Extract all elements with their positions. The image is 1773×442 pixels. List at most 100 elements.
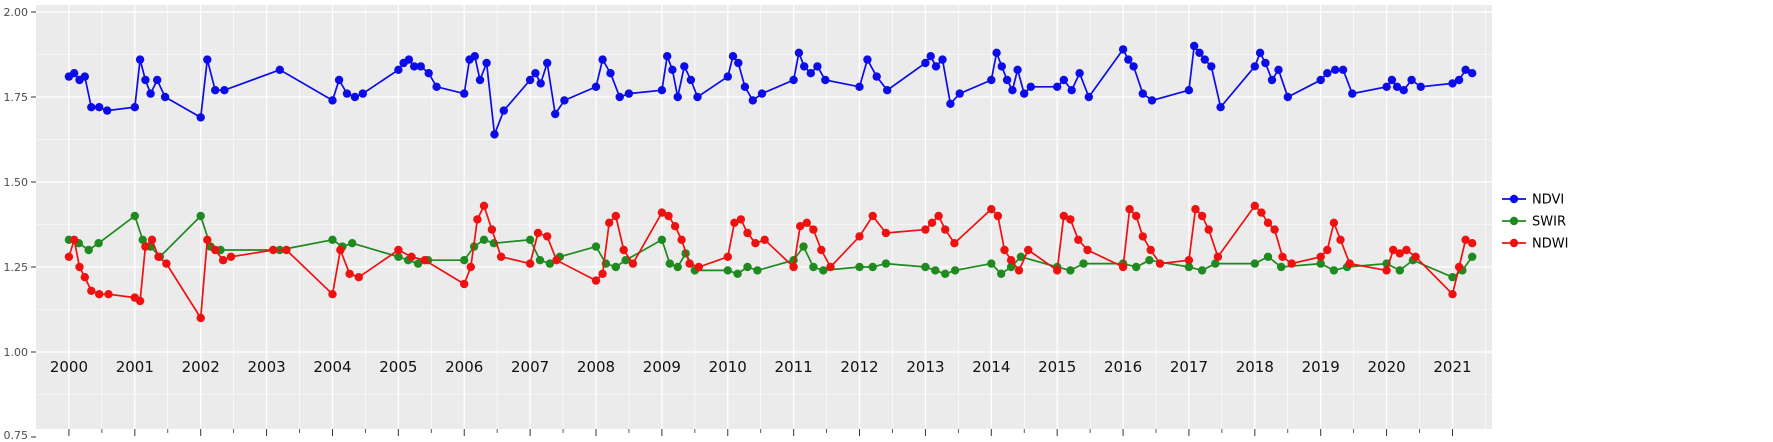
data-point-NDVI: [1261, 58, 1270, 68]
data-point-NDVI: [1468, 69, 1477, 78]
data-point-NDWI: [789, 262, 798, 272]
data-point-NDWI: [345, 269, 354, 278]
data-point-NDWI: [394, 245, 403, 255]
data-point-NDWI: [605, 218, 614, 227]
data-point-NDWI: [1066, 215, 1075, 224]
data-point-NDWI: [1316, 252, 1325, 261]
data-point-SWIR: [1197, 266, 1207, 275]
data-point-NDVI: [748, 96, 757, 105]
data-point-NDWI: [1125, 205, 1134, 214]
data-point-NDVI: [211, 86, 220, 95]
data-point-NDWI: [723, 252, 732, 261]
data-point-NDVI: [883, 86, 892, 95]
data-point-SWIR: [1277, 262, 1286, 272]
data-point-NDWI: [1345, 259, 1354, 268]
data-point-NDWI: [1329, 218, 1339, 227]
data-point-NDVI: [1348, 89, 1357, 98]
data-point-NDVI: [668, 65, 677, 75]
data-point-NDVI: [203, 55, 212, 64]
x-tick-label: 2017: [1170, 358, 1208, 376]
data-point-NDVI: [1338, 65, 1348, 75]
data-point-NDWI: [802, 218, 811, 227]
data-point-NDVI: [663, 52, 672, 61]
data-point-SWIR: [535, 256, 545, 265]
data-point-NDVI: [490, 130, 499, 139]
data-point-NDVI: [757, 89, 767, 98]
data-point-NDVI: [1084, 92, 1094, 102]
y-tick-label: 1.75: [4, 91, 29, 104]
data-point-SWIR: [1448, 273, 1457, 282]
data-point-NDWI: [694, 262, 703, 272]
x-tick-label: 2020: [1367, 358, 1405, 376]
data-point-NDWI: [407, 252, 416, 261]
data-point-SWIR: [819, 266, 828, 275]
data-point-NDVI: [482, 58, 491, 68]
data-point-NDWI: [460, 279, 469, 289]
data-point-NDVI: [334, 75, 344, 85]
data-point-NDVI: [342, 89, 352, 98]
data-point-NDWI: [685, 259, 694, 268]
data-point-NDVI: [160, 92, 170, 102]
data-point-NDWI: [203, 235, 212, 244]
data-point-NDVI: [1019, 89, 1029, 98]
data-point-NDVI: [740, 82, 750, 92]
data-point-SWIR: [1250, 259, 1260, 268]
data-point-NDVI: [103, 106, 112, 115]
data-point-NDWI: [1395, 249, 1405, 258]
data-point-NDWI: [70, 235, 79, 244]
data-point-NDVI: [1008, 86, 1017, 95]
data-point-NDVI: [1448, 79, 1457, 88]
data-point-NDVI: [470, 52, 479, 61]
data-point-NDVI: [153, 75, 162, 85]
data-point-NDVI: [987, 75, 996, 85]
data-point-SWIR: [348, 239, 357, 248]
data-point-NDVI: [1118, 45, 1128, 54]
x-tick-label: 2003: [247, 358, 285, 376]
data-point-SWIR: [545, 259, 555, 268]
data-point-NDVI: [416, 62, 425, 71]
data-point-NDVI: [1267, 75, 1277, 85]
x-tick-label: 2011: [775, 358, 813, 376]
data-point-NDWI: [473, 215, 482, 224]
data-point-NDWI: [987, 205, 996, 214]
legend-glyph-point: [1509, 194, 1519, 204]
data-point-NDVI: [95, 103, 104, 112]
x-tick-label: 2018: [1236, 358, 1274, 376]
data-point-NDVI: [1129, 62, 1138, 71]
data-point-NDWI: [1323, 245, 1332, 255]
data-point-NDVI: [1059, 75, 1069, 85]
data-point-NDVI: [591, 82, 601, 92]
data-point-NDVI: [855, 82, 864, 92]
data-point-NDVI: [328, 96, 337, 105]
data-point-SWIR: [1329, 266, 1339, 275]
data-point-NDWI: [881, 228, 891, 238]
data-point-SWIR: [868, 262, 877, 272]
data-point-NDWI: [154, 252, 163, 261]
data-point-NDVI: [800, 62, 809, 71]
data-point-SWIR: [94, 239, 103, 248]
legend-glyph-point: [1509, 216, 1519, 226]
x-tick-label: 2021: [1433, 358, 1471, 376]
data-point-NDWI: [598, 269, 607, 278]
data-point-NDWI: [336, 245, 345, 255]
data-point-SWIR: [855, 262, 864, 272]
data-point-NDVI: [1392, 82, 1402, 92]
axes: 2.00 1.75 1.50 1.25 1.00 0.75 2000 2001 2002 2003…: [4, 6, 1472, 442]
data-point-NDWI: [533, 228, 543, 238]
data-point-NDVI: [1250, 62, 1260, 71]
data-point-NDVI: [531, 69, 540, 78]
data-point-NDVI: [525, 75, 535, 85]
legend-item-NDWI: NDWI: [1502, 237, 1568, 252]
data-point-SWIR: [987, 259, 996, 268]
data-point-NDWI: [196, 313, 205, 323]
data-point-NDWI: [269, 245, 278, 255]
x-tick-label: 2012: [840, 358, 878, 376]
data-point-NDVI: [1075, 69, 1084, 78]
data-point-NDVI: [70, 69, 79, 78]
data-point-NDWI: [1448, 290, 1457, 299]
data-point-NDVI: [821, 75, 830, 85]
data-point-NDVI: [1382, 82, 1391, 92]
plot-panel: [36, 5, 1492, 429]
data-point-NDVI: [1190, 41, 1199, 51]
data-point-NDVI: [606, 69, 615, 78]
